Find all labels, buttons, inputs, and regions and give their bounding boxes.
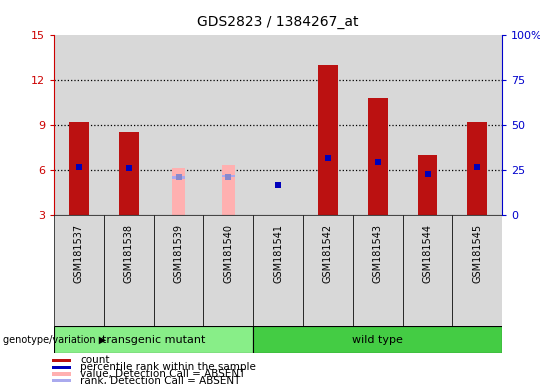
Bar xyxy=(172,176,185,179)
Bar xyxy=(69,122,89,215)
Text: value, Detection Call = ABSENT: value, Detection Call = ABSENT xyxy=(80,369,245,379)
Bar xyxy=(453,35,502,215)
Bar xyxy=(52,379,71,382)
Text: GSM181540: GSM181540 xyxy=(224,224,233,283)
Bar xyxy=(453,215,502,326)
Text: transgenic mutant: transgenic mutant xyxy=(102,335,205,345)
Text: GSM181541: GSM181541 xyxy=(273,224,283,283)
Text: genotype/variation ▶: genotype/variation ▶ xyxy=(3,335,106,345)
Text: GSM181544: GSM181544 xyxy=(422,224,433,283)
Bar xyxy=(253,326,502,353)
Bar xyxy=(153,215,204,326)
Bar xyxy=(253,215,303,326)
Text: wild type: wild type xyxy=(352,335,403,345)
Text: percentile rank within the sample: percentile rank within the sample xyxy=(80,362,256,372)
Bar xyxy=(153,35,204,215)
Bar xyxy=(104,35,153,215)
Bar xyxy=(303,35,353,215)
Bar xyxy=(204,215,253,326)
Text: GSM181543: GSM181543 xyxy=(373,224,383,283)
Bar xyxy=(54,326,253,353)
Text: rank, Detection Call = ABSENT: rank, Detection Call = ABSENT xyxy=(80,376,240,384)
Bar xyxy=(172,169,185,215)
Bar xyxy=(54,35,104,215)
Bar xyxy=(353,215,403,326)
Text: GSM181538: GSM181538 xyxy=(124,224,134,283)
Bar xyxy=(52,372,71,376)
Bar xyxy=(253,35,303,215)
Text: GSM181537: GSM181537 xyxy=(74,224,84,283)
Bar xyxy=(222,166,234,215)
Text: GSM181539: GSM181539 xyxy=(173,224,184,283)
Bar xyxy=(403,215,453,326)
Bar xyxy=(353,35,403,215)
Bar xyxy=(54,215,104,326)
Text: GSM181545: GSM181545 xyxy=(472,224,482,283)
Bar xyxy=(104,215,153,326)
Bar xyxy=(318,65,338,215)
Bar xyxy=(417,155,437,215)
Bar xyxy=(52,359,71,362)
Text: count: count xyxy=(80,356,110,366)
Text: GSM181542: GSM181542 xyxy=(323,224,333,283)
Bar xyxy=(368,98,388,215)
Bar xyxy=(204,35,253,215)
Title: GDS2823 / 1384267_at: GDS2823 / 1384267_at xyxy=(197,15,359,29)
Bar xyxy=(52,366,71,369)
Bar xyxy=(467,122,487,215)
Bar xyxy=(119,132,139,215)
Bar xyxy=(303,215,353,326)
Bar xyxy=(222,175,234,177)
Bar xyxy=(403,35,453,215)
